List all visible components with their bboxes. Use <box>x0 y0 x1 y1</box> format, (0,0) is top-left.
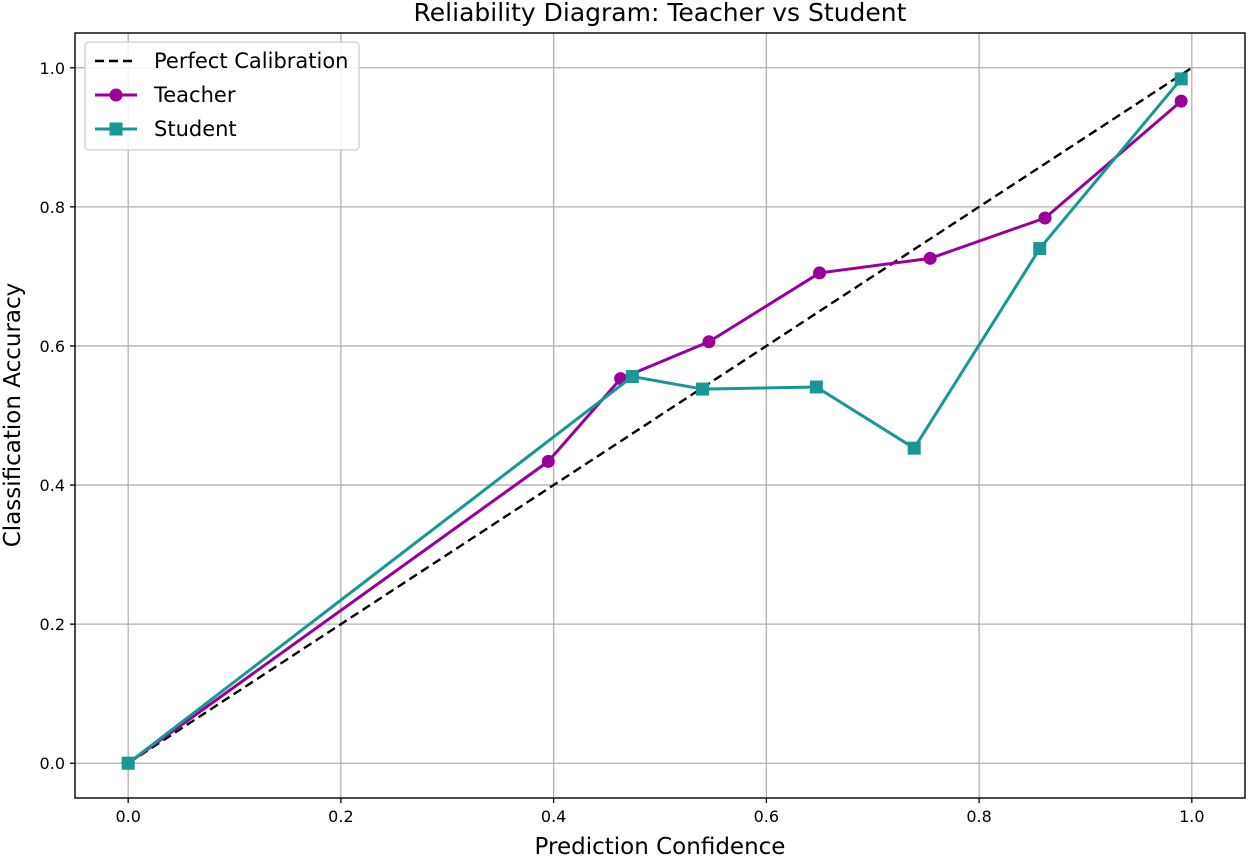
legend-label: Perfect Calibration <box>154 49 349 73</box>
y-tick-label: 0.8 <box>40 198 65 217</box>
student-point <box>809 380 823 394</box>
student-series <box>121 72 1188 770</box>
legend-label: Teacher <box>153 83 236 107</box>
x-tick-label: 1.0 <box>1179 807 1204 826</box>
teacher-point <box>1174 94 1188 108</box>
teacher-point <box>541 454 555 468</box>
student-point <box>1033 242 1047 256</box>
chart-title: Reliability Diagram: Teacher vs Student <box>414 0 907 27</box>
teacher-point <box>813 266 827 280</box>
legend-marker <box>109 122 123 136</box>
y-tick-label: 0.2 <box>40 615 65 634</box>
legend: Perfect Calibration Teacher Student <box>84 41 360 151</box>
x-axis-label: Prediction Confidence <box>535 834 786 856</box>
series-layer <box>121 66 1193 770</box>
student-point <box>625 370 639 384</box>
student-point <box>907 441 921 455</box>
teacher-point <box>702 335 716 349</box>
teacher-point <box>923 251 937 265</box>
x-tick-label: 0.8 <box>966 807 991 826</box>
y-tick-label: 0.0 <box>40 754 65 773</box>
plot-frame <box>74 32 1246 799</box>
y-axis-label: Classification Accuracy <box>0 283 26 548</box>
perfect-calibration-series <box>127 66 1193 765</box>
legend-marker <box>109 88 123 102</box>
y-tick-label: 1.0 <box>40 59 65 78</box>
y-tick-label: 0.6 <box>40 337 65 356</box>
legend-item-teacher: Teacher <box>95 83 236 107</box>
student-point <box>1174 72 1188 86</box>
legend-label: Student <box>154 117 237 141</box>
student-point <box>696 382 710 396</box>
x-tick-label: 0.2 <box>328 807 353 826</box>
x-tick-label: 0.4 <box>541 807 566 826</box>
axis-ticks: 0.0 0.2 0.4 0.6 0.8 1.0 0.0 0.2 0.4 0.6 0.8 1.0 <box>40 59 1205 826</box>
y-tick-label: 0.4 <box>40 476 65 495</box>
perfect-calibration-line <box>127 66 1193 765</box>
x-tick-label: 0.0 <box>115 807 140 826</box>
legend-item-perfect-calibration: Perfect Calibration <box>95 49 349 73</box>
teacher-series <box>121 94 1188 770</box>
teacher-line <box>127 100 1183 765</box>
x-tick-label: 0.6 <box>754 807 779 826</box>
legend-box <box>84 41 360 151</box>
student-point <box>121 756 135 770</box>
teacher-point <box>1038 211 1052 225</box>
legend-item-student: Student <box>95 117 237 141</box>
